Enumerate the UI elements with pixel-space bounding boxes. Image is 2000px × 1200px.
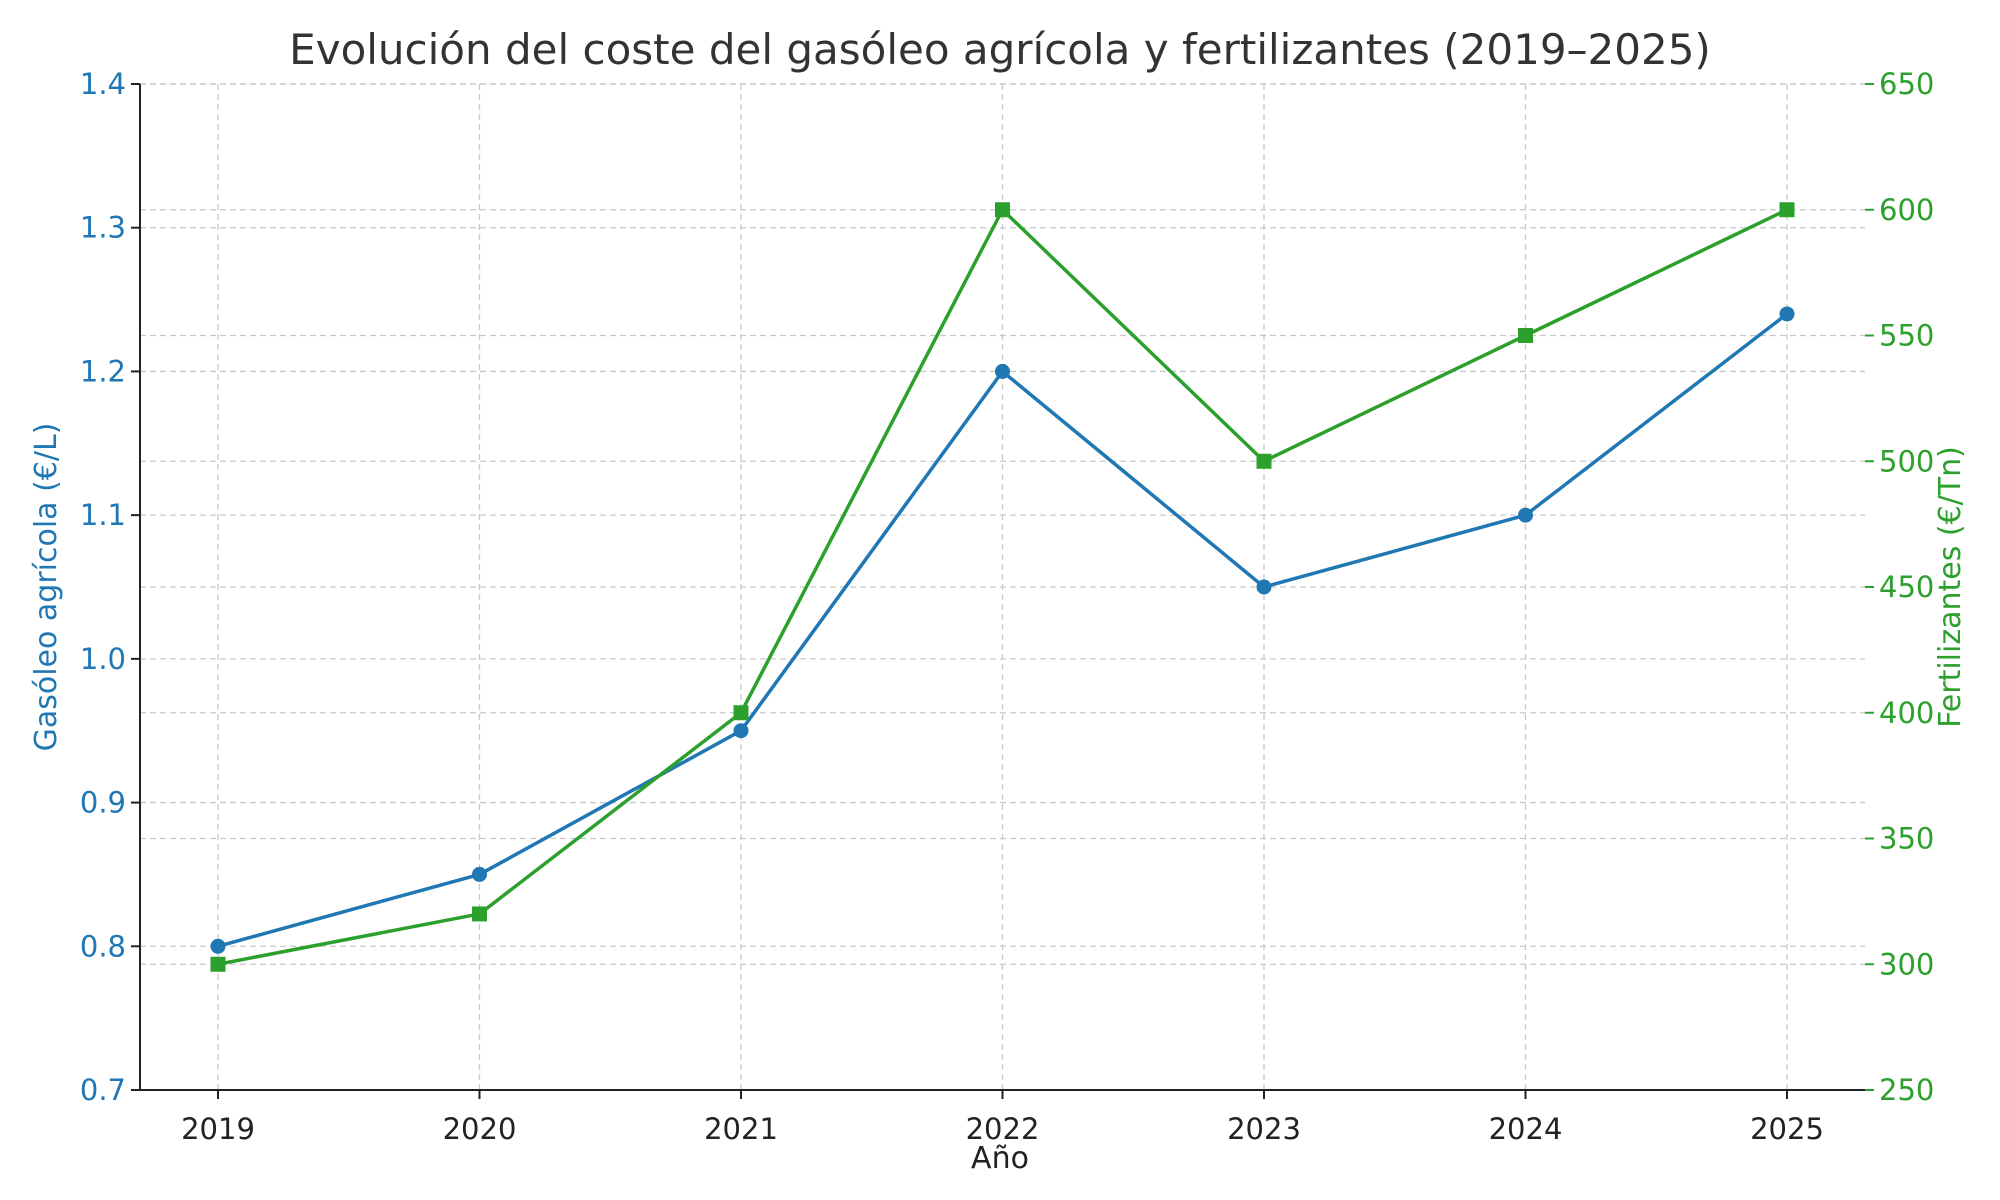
x-tick-label: 2023 <box>1227 1112 1301 1146</box>
y-left-tick-label: 1.4 <box>80 67 126 101</box>
y-left-tick-label: 1.3 <box>80 211 126 245</box>
x-tick-label: 2019 <box>181 1112 255 1146</box>
x-axis-label: Año <box>971 1141 1029 1176</box>
y-right-tick-label: 350 <box>1879 822 1934 856</box>
y-right-tick-label: 450 <box>1879 570 1934 604</box>
series-layer <box>210 202 1795 972</box>
series-1-point <box>1779 306 1795 322</box>
series-2-point <box>733 705 749 721</box>
grid <box>140 83 1865 1091</box>
x-tick-label: 2025 <box>1750 1112 1824 1146</box>
series-2-point <box>995 202 1010 218</box>
series-2-point <box>1518 328 1533 343</box>
x-tick-label: 2024 <box>1489 1112 1563 1146</box>
y-right-tick-label: 300 <box>1879 947 1934 981</box>
series-1-point <box>733 723 749 739</box>
series-1-point <box>995 363 1010 379</box>
y-axis-label-left: Gasóleo agrícola (€/L) <box>29 423 64 752</box>
y-left-tick-label: 0.8 <box>80 929 126 963</box>
series-1-point <box>1518 507 1533 523</box>
y-right-tick-label: 600 <box>1879 193 1934 227</box>
series-2-point <box>1779 202 1795 218</box>
series-1-point <box>472 866 487 882</box>
axes <box>131 83 1874 1099</box>
y-right-tick-label: 250 <box>1879 1073 1934 1107</box>
series-2-point <box>472 906 487 922</box>
chart-title: Evolución del coste del gasóleo agrícola… <box>289 25 1711 74</box>
x-tick-label: 2021 <box>704 1112 778 1146</box>
y-left-tick-label: 0.7 <box>80 1073 126 1107</box>
y-left-tick-label: 1.1 <box>80 498 126 532</box>
y-axis-label-right: Fertilizantes (€/Tn) <box>1933 446 1968 728</box>
series-1-point <box>1256 579 1272 595</box>
series-2-point <box>210 956 226 972</box>
series-2-point <box>1256 453 1272 469</box>
y-left-tick-label: 1.0 <box>80 642 126 676</box>
x-tick-label: 2022 <box>966 1112 1040 1146</box>
y-left-tick-label: 1.2 <box>80 354 126 388</box>
y-right-tick-label: 650 <box>1879 67 1934 101</box>
y-right-tick-label: 500 <box>1879 444 1934 478</box>
y-left-tick-label: 0.9 <box>80 786 126 820</box>
x-tick-label: 2020 <box>443 1112 517 1146</box>
y-right-tick-label: 400 <box>1879 696 1934 730</box>
series-1-point <box>210 938 226 954</box>
y-right-tick-label: 550 <box>1879 319 1934 353</box>
tick-labels: 2019 2020 2021 2022 2023 2024 2025 0.7 0.8 0.9 1.0… <box>80 67 1934 1146</box>
